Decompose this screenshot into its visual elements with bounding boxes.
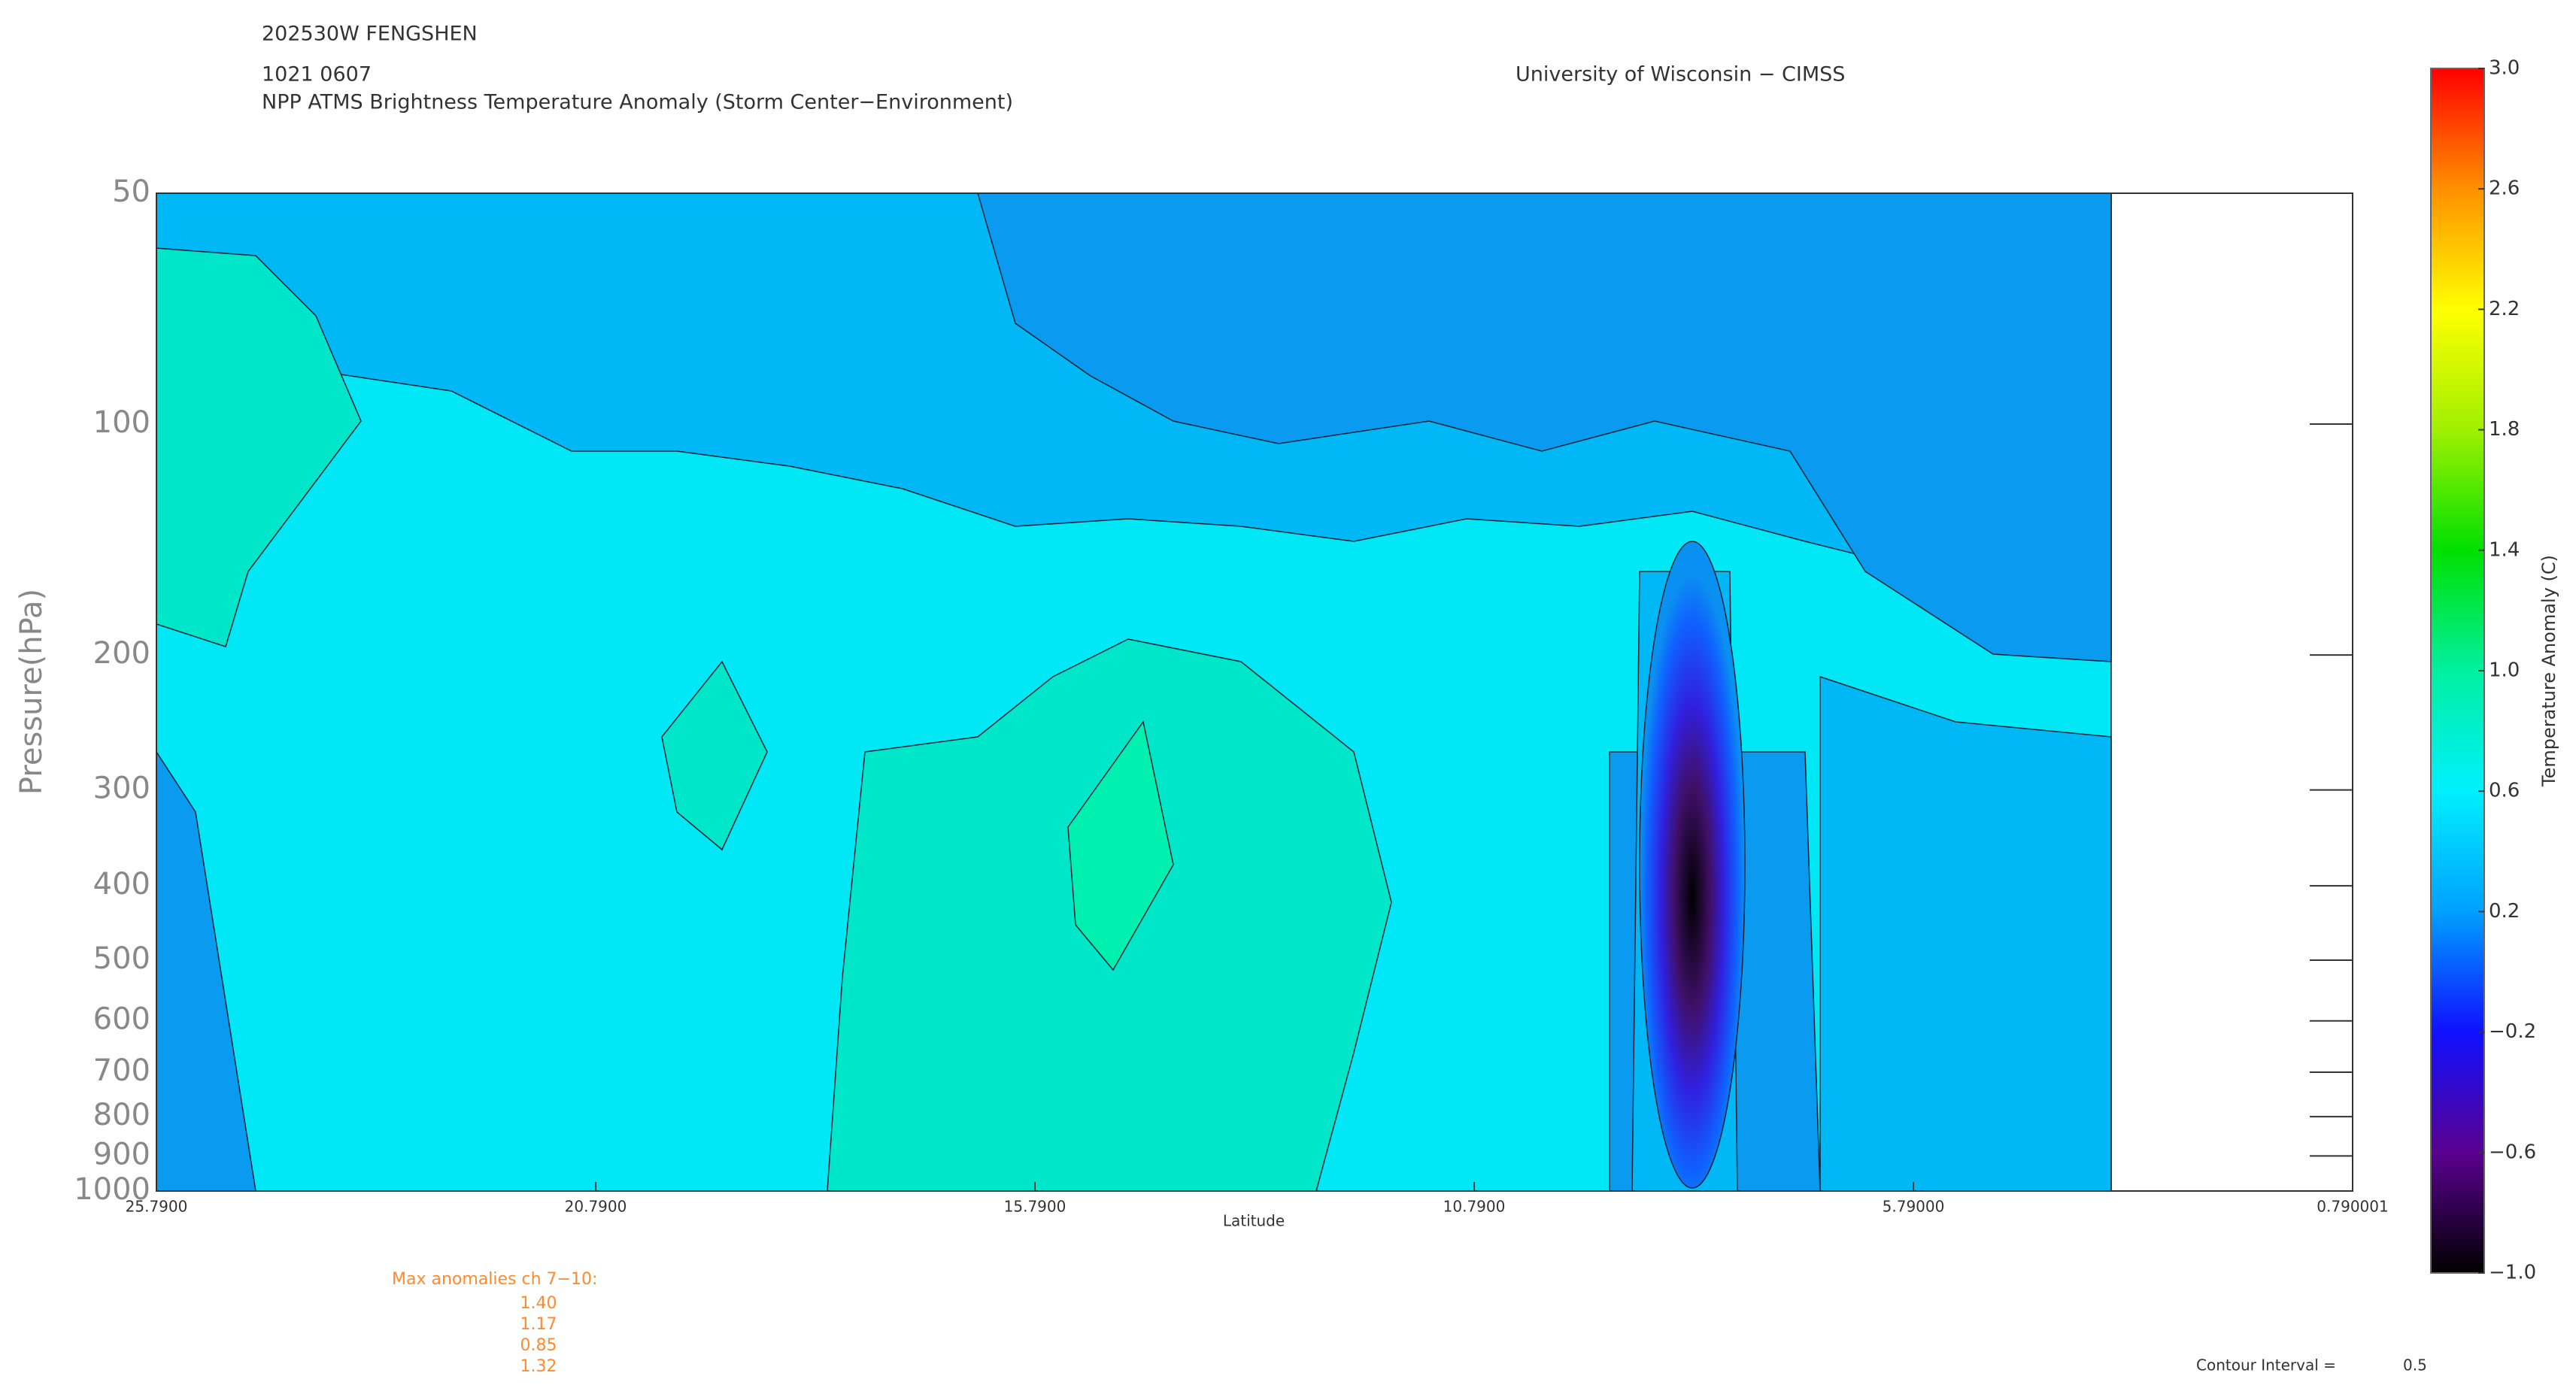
x-tick-label: 0.790001	[2317, 1198, 2388, 1216]
plot-frame	[156, 192, 2353, 1192]
x-tick-label: 20.7900	[565, 1198, 627, 1216]
max-anomaly: 1.40	[520, 1294, 557, 1313]
y-tick-label: 400	[93, 867, 150, 902]
x-tick-label: 5.79000	[1883, 1198, 1945, 1216]
source: University of Wisconsin − CIMSS	[1516, 63, 1845, 86]
y-tick-label: 1000	[74, 1172, 150, 1207]
y-tick-label: 50	[112, 174, 150, 209]
x-tick-label: 10.7900	[1443, 1198, 1506, 1216]
colorbar-tick-label: −0.2	[2489, 1020, 2536, 1043]
y-tick-label: 200	[93, 636, 150, 671]
y-tick-label: 900	[93, 1137, 150, 1171]
storm-name: 202530W FENGSHEN	[262, 23, 478, 46]
colorbar-tick-label: 3.0	[2489, 57, 2520, 80]
contour-interval: 0.5	[2403, 1356, 2427, 1374]
y-tick-label: 600	[93, 1002, 150, 1037]
colorbar-tick-label: 0.6	[2489, 780, 2520, 802]
colorbar-tick-label: 2.6	[2489, 177, 2520, 200]
y-tick-label: 100	[93, 405, 150, 440]
colorbar-label: Temperature Anomaly (C)	[2538, 555, 2559, 787]
colorbar-tick-label: 2.2	[2489, 298, 2520, 320]
colorbar-tick-label: 1.0	[2489, 659, 2520, 682]
colorbar-tick-label: −1.0	[2489, 1262, 2536, 1284]
x-tick-label: 15.7900	[1004, 1198, 1067, 1216]
max-anomaly: 0.85	[520, 1336, 557, 1355]
y-tick-label: 300	[93, 771, 150, 806]
y-axis-label: Pressure(hPa)	[14, 589, 49, 795]
colorbar-tick-label: −0.6	[2489, 1141, 2536, 1163]
y-tick-label: 700	[93, 1053, 150, 1088]
max-anomalies-label: Max anomalies ch 7−10:	[392, 1270, 597, 1289]
x-tick-label: 25.7900	[126, 1198, 188, 1216]
x-axis-label: Latitude	[1223, 1212, 1285, 1230]
colorbar-tick-label: 1.4	[2489, 538, 2520, 561]
subtitle: NPP ATMS Brightness Temperature Anomaly …	[262, 91, 1013, 114]
colorbar	[2430, 68, 2485, 1274]
colorbar-tick-label: 0.2	[2489, 900, 2520, 923]
contour-interval-label: Contour Interval =	[2196, 1356, 2336, 1374]
time: 1021 0607	[262, 63, 372, 86]
max-anomaly: 1.32	[520, 1357, 557, 1376]
colorbar-tick-label: 1.8	[2489, 418, 2520, 441]
contour-field	[156, 192, 2112, 1192]
max-anomaly: 1.17	[520, 1315, 557, 1334]
y-tick-label: 800	[93, 1098, 150, 1132]
y-tick-label: 500	[93, 941, 150, 976]
